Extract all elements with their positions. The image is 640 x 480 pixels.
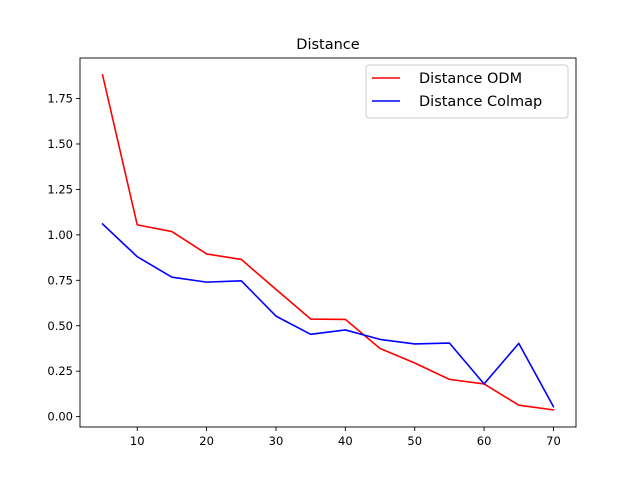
legend: Distance ODM Distance Colmap — [365, 64, 569, 119]
legend-box — [365, 64, 569, 119]
y-tick-label: 1.25 — [47, 182, 73, 196]
x-tick-label: 30 — [269, 434, 284, 448]
x-tick-label: 70 — [546, 434, 561, 448]
y-tick-label: 0.25 — [47, 364, 73, 378]
series-line-1 — [101, 222, 555, 408]
series-line-0 — [101, 73, 555, 411]
y-tick-label: 1.75 — [47, 92, 73, 106]
plot-area: 10 20 30 40 50 60 70 0.00 0.25 0.50 0.75 1.00 1.25 1.… — [47, 57, 577, 448]
legend-label: Distance ODM — [419, 71, 522, 87]
y-tick-label: 0.50 — [47, 319, 73, 333]
chart-title: Distance — [296, 37, 359, 53]
x-tick-label: 10 — [130, 434, 145, 448]
x-tick-label: 40 — [338, 434, 353, 448]
x-tick-label: 20 — [199, 434, 214, 448]
axes-frame — [79, 57, 577, 428]
legend-label: Distance Colmap — [419, 94, 542, 110]
y-tick-label: 1.00 — [47, 228, 73, 242]
x-tick-label: 50 — [407, 434, 422, 448]
y-tick-label: 1.50 — [47, 137, 73, 151]
x-tick-label: 60 — [477, 434, 492, 448]
y-tick-label: 0.75 — [47, 273, 73, 287]
y-tick-label: 0.00 — [47, 410, 73, 424]
